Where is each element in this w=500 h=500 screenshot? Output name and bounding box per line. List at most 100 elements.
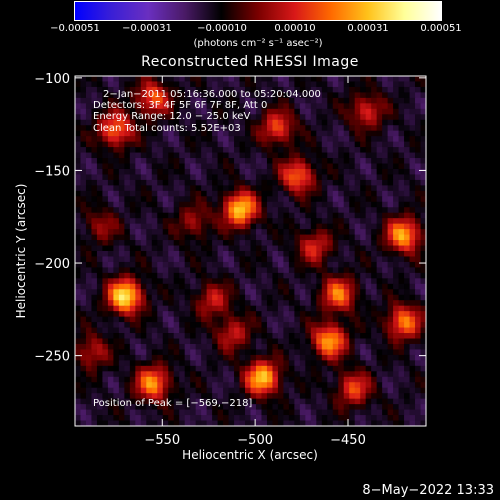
heatmap-cell: [321, 256, 328, 263]
heatmap-cell: [168, 141, 175, 148]
heatmap-cell: [250, 349, 257, 356]
heatmap-cell: [217, 103, 224, 110]
heatmap-cell: [151, 305, 158, 312]
heatmap-cell: [206, 415, 213, 421]
heatmap-cell: [365, 245, 372, 252]
heatmap-cell: [294, 382, 301, 389]
heatmap-cell: [118, 86, 125, 93]
heatmap-cell: [113, 152, 120, 159]
heatmap-cell: [113, 371, 120, 378]
heatmap-cell: [223, 119, 229, 126]
heatmap-cell: [338, 382, 345, 389]
heatmap-cell: [135, 360, 142, 367]
heatmap-cell: [212, 294, 218, 301]
heatmap-cell: [91, 240, 98, 246]
heatmap-cell: [184, 393, 191, 400]
heatmap-cell: [261, 376, 268, 383]
heatmap-cell: [173, 234, 180, 241]
heatmap-cell: [107, 376, 114, 383]
heatmap-cell: [321, 322, 328, 328]
heatmap-cell: [349, 240, 356, 246]
heatmap-cell: [420, 371, 427, 378]
heatmap-cell: [91, 81, 98, 88]
heatmap-cell: [343, 207, 350, 214]
heatmap-cell: [168, 251, 175, 257]
heatmap-cell: [102, 119, 109, 126]
heatmap-cell: [124, 387, 131, 394]
heatmap-cell: [415, 311, 421, 318]
heatmap-cell: [223, 114, 229, 121]
heatmap-cell: [168, 152, 175, 159]
heatmap-cell: [75, 152, 81, 159]
heatmap-cell: [190, 163, 197, 170]
heatmap-cell: [277, 338, 284, 345]
heatmap-cell: [146, 97, 153, 104]
heatmap-cell: [124, 393, 131, 400]
heatmap-cell: [272, 393, 279, 400]
heatmap-cell: [102, 114, 109, 121]
heatmap-cell: [212, 141, 218, 148]
heatmap-cell: [212, 283, 218, 290]
heatmap-cell: [354, 322, 361, 328]
heatmap-cell: [272, 196, 279, 203]
heatmap-cell: [283, 343, 290, 350]
heatmap-cell: [245, 398, 251, 405]
heatmap-cell: [228, 92, 235, 99]
heatmap-cell: [234, 223, 240, 230]
heatmap-cell: [420, 190, 427, 197]
heatmap-cell: [91, 300, 98, 307]
heatmap-cell: [195, 256, 202, 263]
heatmap-cell: [332, 163, 339, 170]
heatmap-cell: [299, 207, 306, 214]
heatmap-cell: [393, 168, 399, 175]
heatmap-cell: [190, 256, 197, 263]
heatmap-cell: [234, 240, 240, 246]
heatmap-cell: [151, 278, 158, 285]
heatmap-cell: [409, 343, 416, 350]
heatmap-cell: [310, 404, 317, 410]
heatmap-cell: [146, 267, 153, 274]
heatmap-cell: [223, 311, 229, 318]
heatmap-cell: [283, 261, 290, 268]
heatmap-cell: [168, 349, 175, 356]
heatmap-cell: [190, 119, 197, 126]
heatmap-cell: [223, 387, 229, 394]
heatmap-cell: [349, 76, 356, 82]
heatmap-cell: [129, 387, 136, 394]
plot-timestamp: 8−May−2022 13:33: [362, 483, 494, 498]
heatmap-cell: [360, 114, 367, 121]
heatmap-cell: [255, 158, 262, 164]
heatmap-cell: [190, 261, 197, 268]
heatmap-cell: [316, 278, 323, 285]
heatmap-cell: [316, 360, 323, 367]
heatmap-cell: [266, 409, 273, 416]
heatmap-cell: [360, 387, 367, 394]
heatmap-cell: [157, 420, 164, 427]
heatmap-cell: [245, 108, 251, 115]
heatmap-cell: [349, 272, 356, 279]
heatmap-cell: [299, 76, 306, 82]
heatmap-cell: [85, 81, 92, 88]
heatmap-cell: [85, 382, 92, 389]
heatmap-cell: [157, 179, 164, 186]
heatmap-cell: [162, 97, 169, 104]
heatmap-cell: [283, 86, 290, 93]
heatmap-cell: [376, 234, 383, 241]
heatmap-cell: [217, 245, 224, 252]
heatmap-cell: [404, 174, 410, 181]
heatmap-cell: [321, 387, 328, 394]
heatmap-cell: [234, 343, 240, 350]
heatmap-cell: [140, 338, 147, 345]
heatmap-cell: [80, 179, 87, 186]
heatmap-cell: [415, 212, 421, 219]
heatmap-cell: [217, 223, 224, 230]
heatmap-cell: [228, 272, 235, 279]
heatmap-cell: [393, 251, 399, 257]
heatmap-cell: [124, 376, 131, 383]
heatmap-cell: [354, 168, 361, 175]
heatmap-cell: [124, 300, 131, 307]
heatmap-cell: [250, 371, 257, 378]
heatmap-cell: [409, 212, 416, 219]
heatmap-cell: [261, 97, 268, 104]
heatmap-cell: [283, 108, 290, 115]
